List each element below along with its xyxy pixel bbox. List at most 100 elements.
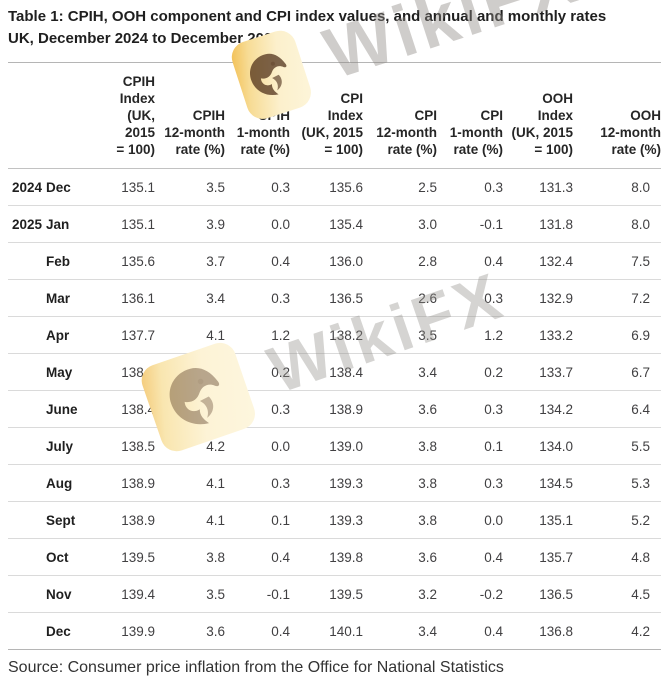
month-column-header [46, 63, 96, 169]
row-year [8, 316, 46, 354]
cell-value: 7.5 [573, 242, 661, 280]
header-row: CPIH Index (UK, 2015 = 100) CPIH 12-mont… [8, 63, 661, 169]
row-month: May [46, 353, 96, 391]
page-title: Table 1: CPIH, OOH component and CPI ind… [8, 8, 607, 25]
cell-value: 0.3 [225, 168, 290, 206]
cell-value: 3.6 [155, 612, 225, 650]
cell-value: 0.2 [437, 353, 503, 391]
row-month: Dec [46, 612, 96, 650]
column-header-ooh-index: OOH Index (UK, 2015 = 100) [503, 63, 573, 169]
cell-value: 135.6 [290, 168, 363, 206]
row-year [8, 279, 46, 317]
cell-value: 136.1 [96, 279, 155, 317]
cell-value: 0.4 [437, 538, 503, 576]
table-row: Feb 135.6 3.7 0.4 136.0 2.8 0.4 132.4 7.5 [8, 242, 661, 280]
cell-value: -0.1 [225, 575, 290, 613]
table-row: May 138.0 4.0 0.2 138.4 3.4 0.2 133.7 6.7 [8, 353, 661, 391]
cpih-cpi-ooh-table: CPIH Index (UK, 2015 = 100) CPIH 12-mont… [8, 63, 661, 650]
cell-value: 0.1 [225, 501, 290, 539]
cell-value: 4.1 [155, 390, 225, 428]
cell-value: 3.4 [155, 279, 225, 317]
cell-value: 1.2 [437, 316, 503, 354]
cell-value: 136.8 [503, 612, 573, 650]
row-year: 2025 [8, 205, 46, 243]
cell-value: 131.3 [503, 168, 573, 206]
table-body: 2024 Dec 135.1 3.5 0.3 135.6 2.5 0.3 131.3 8.0 202… [8, 168, 661, 650]
cell-value: 134.0 [503, 427, 573, 465]
cell-value: -0.1 [437, 205, 503, 243]
year-column-header [8, 63, 46, 169]
cell-value: 135.1 [96, 205, 155, 243]
cell-value: 135.7 [503, 538, 573, 576]
row-year [8, 242, 46, 280]
cell-value: 6.4 [573, 390, 661, 428]
row-month: Feb [46, 242, 96, 280]
cell-value: 0.4 [225, 538, 290, 576]
cell-value: 134.2 [503, 390, 573, 428]
cell-value: 139.4 [96, 575, 155, 613]
table-row: Aug 138.9 4.1 0.3 139.3 3.8 0.3 134.5 5.3 [8, 464, 661, 502]
cell-value: 138.9 [96, 501, 155, 539]
title-divider [8, 62, 661, 63]
cell-value: 3.5 [155, 575, 225, 613]
cell-value: 138.0 [96, 353, 155, 391]
cell-value: 4.2 [155, 427, 225, 465]
cell-value: 4.1 [155, 464, 225, 502]
cell-value: 6.7 [573, 353, 661, 391]
cell-value: 134.5 [503, 464, 573, 502]
cell-value: 139.8 [290, 538, 363, 576]
cell-value: 4.2 [573, 612, 661, 650]
row-month: Apr [46, 316, 96, 354]
cell-value: 3.6 [363, 538, 437, 576]
row-year [8, 390, 46, 428]
cell-value: 0.3 [225, 279, 290, 317]
cell-value: 139.3 [290, 464, 363, 502]
cell-value: 8.0 [573, 168, 661, 206]
cell-value: 132.9 [503, 279, 573, 317]
cell-value: 139.3 [290, 501, 363, 539]
cell-value: 0.1 [437, 427, 503, 465]
cell-value: 5.2 [573, 501, 661, 539]
table-row: June 138.4 4.1 0.3 138.9 3.6 0.3 134.2 6.4 [8, 390, 661, 428]
cell-value: 0.0 [225, 427, 290, 465]
cell-value: 3.4 [363, 612, 437, 650]
cell-value: 135.1 [96, 168, 155, 206]
cell-value: 3.0 [363, 205, 437, 243]
cell-value: 135.6 [96, 242, 155, 280]
page-subtitle: UK, December 2024 to December 2025 [8, 30, 281, 47]
cell-value: 0.3 [437, 168, 503, 206]
cell-value: 131.8 [503, 205, 573, 243]
cell-value: 4.1 [155, 316, 225, 354]
cell-value: 2.5 [363, 168, 437, 206]
cell-value: 132.4 [503, 242, 573, 280]
cell-value: 0.3 [437, 390, 503, 428]
row-month: Dec [46, 168, 96, 206]
cell-value: -0.2 [437, 575, 503, 613]
cell-value: 139.0 [290, 427, 363, 465]
cell-value: 135.1 [503, 501, 573, 539]
cell-value: 0.0 [225, 205, 290, 243]
row-month: Sept [46, 501, 96, 539]
cell-value: 139.5 [290, 575, 363, 613]
row-month: Oct [46, 538, 96, 576]
cell-value: 140.1 [290, 612, 363, 650]
table-row: Oct 139.5 3.8 0.4 139.8 3.6 0.4 135.7 4.8 [8, 538, 661, 576]
row-month: Jan [46, 205, 96, 243]
row-year [8, 353, 46, 391]
cell-value: 136.5 [290, 279, 363, 317]
cell-value: 133.7 [503, 353, 573, 391]
cell-value: 3.4 [363, 353, 437, 391]
cell-value: 3.5 [363, 316, 437, 354]
cell-value: 0.3 [225, 464, 290, 502]
cell-value: 0.3 [437, 464, 503, 502]
row-year [8, 575, 46, 613]
cell-value: 0.3 [437, 279, 503, 317]
cell-value: 138.9 [290, 390, 363, 428]
table-row: Dec 139.9 3.6 0.4 140.1 3.4 0.4 136.8 4.2 [8, 612, 661, 650]
table-row: 2025 Jan 135.1 3.9 0.0 135.4 3.0 -0.1 131.8 8.0 [8, 205, 661, 243]
cell-value: 0.0 [437, 501, 503, 539]
cell-value: 3.8 [363, 501, 437, 539]
cell-value: 139.9 [96, 612, 155, 650]
cell-value: 3.2 [363, 575, 437, 613]
cell-value: 4.8 [573, 538, 661, 576]
